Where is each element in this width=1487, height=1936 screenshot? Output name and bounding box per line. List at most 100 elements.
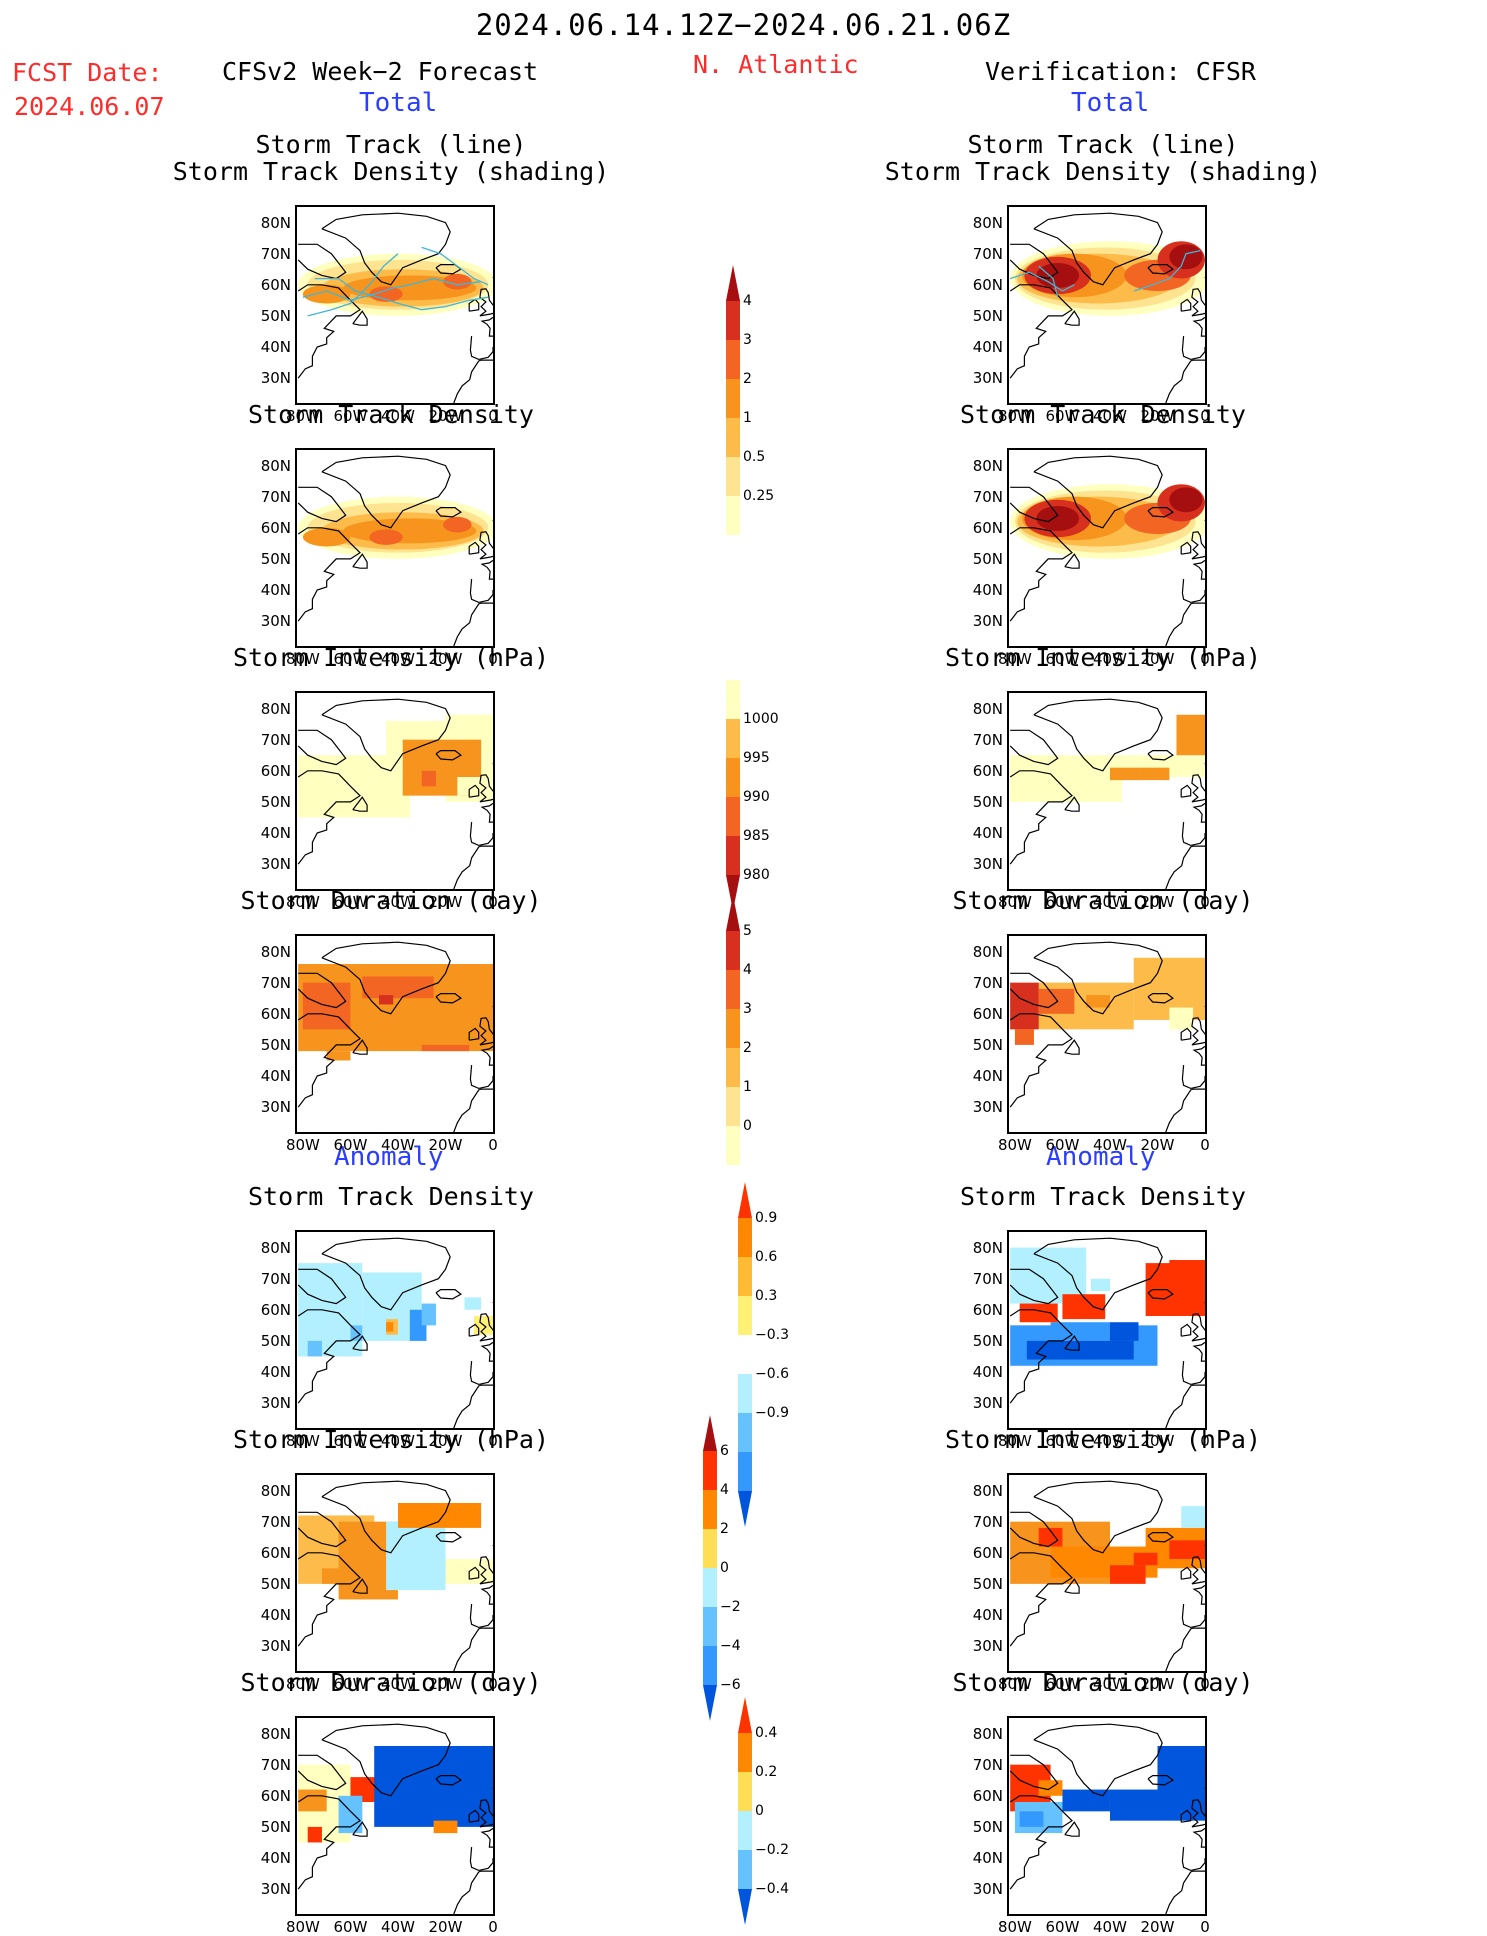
lon-tick-label: 0 [488,407,498,425]
coastline [352,1335,368,1351]
field-cell [1086,995,1110,1008]
coastline [1180,298,1192,312]
colorbar-arrow [738,1697,752,1733]
lon-tick-label: 40W [381,407,415,425]
lat-tick-label: 80N [260,942,291,961]
field-cell [1109,1565,1146,1584]
lat-tick-label: 30N [972,1394,1003,1413]
lat-tick-label: 30N [260,1880,291,1899]
lat-tick-label: 70N [972,244,1003,263]
lon-tick-label: 40W [381,893,415,911]
verification-total-label: Total [1071,88,1150,118]
coastline [1192,1827,1205,1848]
date-range-title: 2024.06.14.12Z−2024.06.21.06Z [475,8,1012,42]
colorbar-label: 0.6 [755,1249,778,1265]
fcst-date-label: FCST Date: [12,58,163,87]
lat-tick-label: 30N [260,612,291,631]
map-vf-anom-duration [1007,1716,1207,1916]
coastline [352,310,368,326]
colorbar-segment [703,1568,717,1607]
lon-tick-label: 80W [285,893,320,911]
forecast-title: CFSv2 Week−2 Forecast [222,57,539,86]
field-cell [1138,767,1170,781]
lon-tick-label: 60W [1045,1918,1080,1936]
lon-tick-label: 60W [1045,650,1080,668]
vf-track-shading-title: Storm Track Density (shading) [884,157,1322,186]
colorbar-label: 5 [743,923,752,939]
lon-tick-label: 0 [1200,650,1210,668]
coastline [453,602,493,646]
coastline [1181,1361,1205,1386]
coastline [468,541,480,555]
colorbar-segment [738,1850,752,1889]
lat-tick-label: 50N [972,549,1003,568]
coastline [1180,1809,1192,1823]
lat-tick-label: 50N [260,1817,291,1836]
lon-tick-label: 60W [333,1136,368,1154]
lat-tick-label: 80N [972,456,1003,475]
field-shading [443,516,472,533]
coastline [1192,1045,1205,1066]
lat-tick-label: 70N [260,487,291,506]
coastline [1147,1775,1174,1786]
colorbar-segment [726,496,740,535]
coastline [297,770,361,865]
storm-track-line [1009,271,1075,292]
colorbar-segment [738,1811,752,1850]
lon-tick-label: 0 [1200,1136,1210,1154]
lon-tick-label: 20W [428,1675,463,1693]
coastline [435,993,462,1004]
lon-tick-label: 60W [333,1675,368,1693]
coastline [1147,1532,1174,1543]
lat-tick-label: 30N [260,1637,291,1656]
field-shading [1169,487,1203,513]
lat-tick-label: 30N [972,1098,1003,1117]
lon-tick-label: 40W [381,1136,415,1154]
colorbar-arrow [703,1685,717,1721]
coastline [1009,729,1059,766]
lon-tick-label: 60W [333,407,368,425]
colorbar-segment [726,340,740,379]
field-cell [1026,1340,1134,1360]
coastline [321,455,451,529]
coastline [1181,822,1205,847]
coastline [321,1237,451,1311]
coastline [1147,264,1174,275]
lat-tick-label: 50N [260,306,291,325]
map-canvas [297,1723,493,1914]
lon-tick-label: 0 [488,1432,498,1450]
colorbar-segment [738,1257,752,1296]
coastline [321,698,451,772]
colorbar-label: −2 [720,1599,741,1615]
field-cell [1038,988,1075,1014]
lat-tick-label: 30N [972,1637,1003,1656]
colorbar-segment [703,1451,717,1490]
coastline [1033,212,1163,286]
map-canvas [1009,455,1205,646]
lat-tick-label: 80N [972,1481,1003,1500]
field-cell [1109,767,1139,781]
coastline [479,531,493,560]
lat-tick-label: 60N [260,1300,291,1319]
coastline [1192,559,1205,580]
colorbar-segment [726,1087,740,1126]
field-cell [378,995,394,1005]
coastline [1192,1584,1205,1605]
field-shading [302,284,351,304]
lat-tick-label: 70N [260,730,291,749]
colorbar-label: 990 [743,789,770,805]
coastline [1009,527,1073,622]
lon-tick-label: 40W [381,1432,415,1450]
coastline [1033,698,1163,772]
coastline [468,1566,480,1580]
coastline [297,972,347,1009]
map-canvas [1009,212,1205,403]
lon-tick-label: 20W [428,1918,463,1936]
coastline [479,774,493,803]
field-cell [321,1568,346,1584]
lat-tick-label: 80N [972,942,1003,961]
lon-tick-label: 60W [333,650,368,668]
coastline [297,1013,361,1108]
lat-tick-label: 30N [260,855,291,874]
coastline [435,750,462,761]
